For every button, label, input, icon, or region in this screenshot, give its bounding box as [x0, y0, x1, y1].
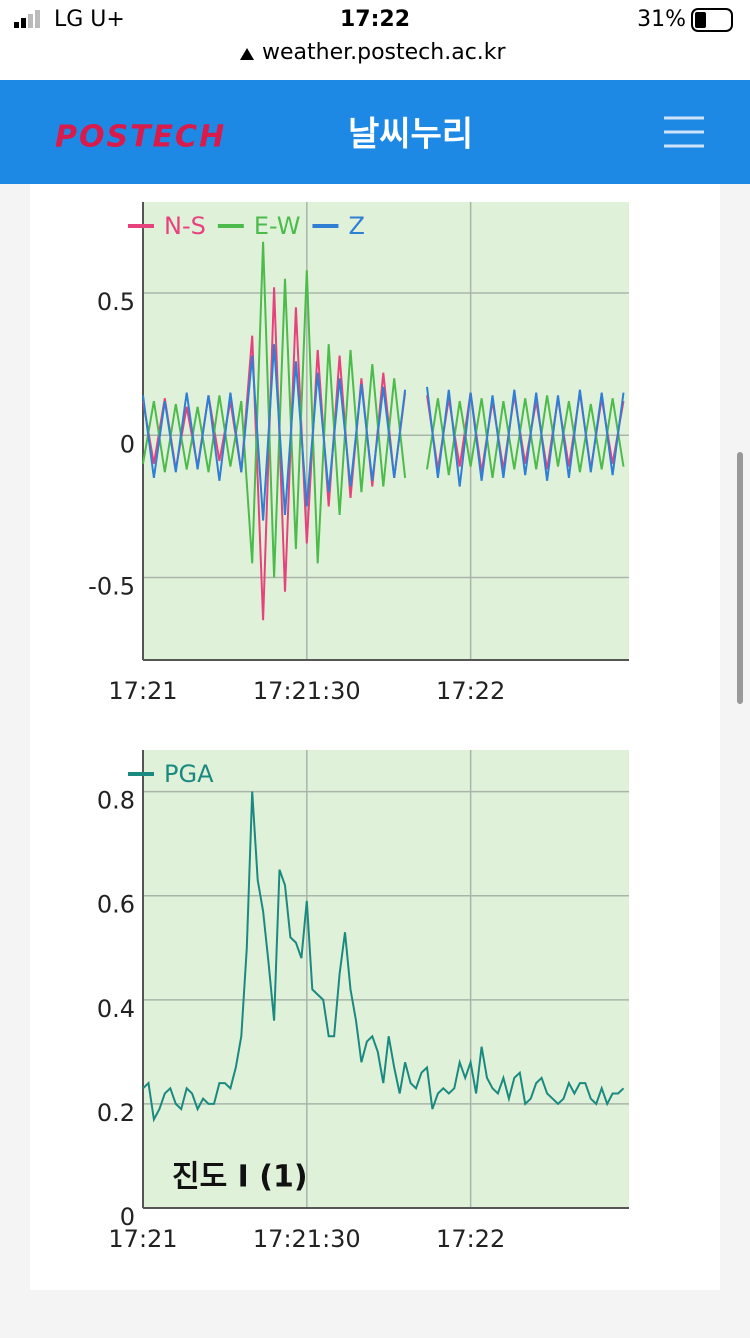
legend-label: N-S	[164, 212, 206, 240]
y-tick-label: 0	[120, 1203, 135, 1231]
plot-area	[143, 750, 629, 1208]
battery-level	[695, 12, 706, 28]
battery-percent: 31%	[637, 7, 686, 32]
series-line	[142, 344, 625, 521]
signal-icon	[14, 10, 40, 28]
logo[interactable]: POSTECH	[55, 120, 226, 155]
x-tick-label: 17:21:30	[253, 1225, 361, 1253]
x-tick-label: 17:22	[436, 677, 505, 705]
y-tick-label: 0.2	[97, 1099, 135, 1127]
url[interactable]: weather.postech.ac.kr	[262, 40, 507, 65]
y-tick-label: 0.4	[97, 995, 135, 1023]
x-tick-label: 17:22	[436, 1225, 505, 1253]
y-tick-label: -0.5	[88, 573, 135, 601]
x-tick-label: 17:21:30	[253, 677, 361, 705]
x-tick-label: 17:21	[108, 677, 177, 705]
legend-label: Z	[348, 212, 364, 240]
y-tick-label: 0	[120, 430, 135, 458]
x-tick-label: 17:21	[108, 1225, 177, 1253]
y-tick-label: 0.8	[97, 787, 135, 815]
clock: 17:22	[340, 7, 410, 32]
battery-icon	[691, 8, 733, 32]
status-bar	[0, 0, 750, 80]
menu-button[interactable]	[664, 116, 704, 148]
series-line	[142, 241, 625, 578]
series-line	[142, 791, 625, 1123]
header	[0, 80, 750, 184]
warning-icon	[240, 48, 254, 60]
legend-label: PGA	[164, 760, 214, 788]
scrollbar	[737, 452, 743, 704]
legend-label: E-W	[254, 212, 301, 240]
y-tick-label: 0.6	[97, 891, 135, 919]
header-title: 날씨누리	[348, 115, 473, 155]
annotation: 진도 I (1)	[172, 1160, 308, 1195]
y-tick-label: 0.5	[97, 288, 135, 316]
carrier: LG U+	[54, 7, 125, 32]
plot-area	[143, 202, 629, 660]
